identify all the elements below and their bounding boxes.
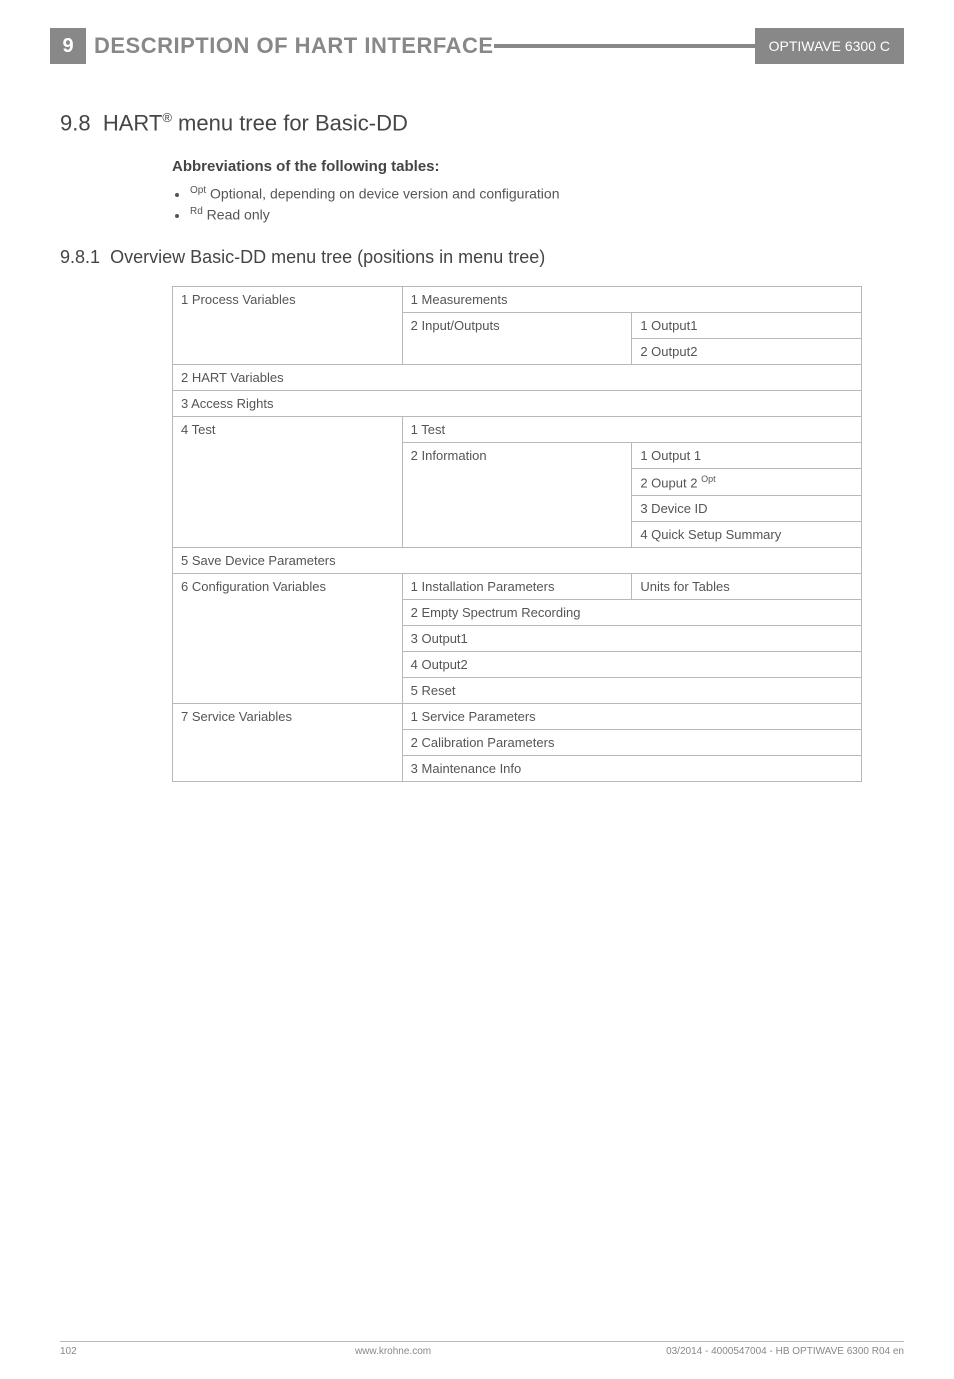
table-cell: Units for Tables <box>632 573 862 599</box>
table-cell: 2 Input/Outputs <box>402 312 632 364</box>
header-rule <box>494 44 755 48</box>
table-cell: 4 Quick Setup Summary <box>632 521 862 547</box>
table-cell: 1 Test <box>402 416 861 442</box>
table-cell: 2 Ouput 2 Opt <box>632 468 862 495</box>
table-cell: 4 Output2 <box>402 651 861 677</box>
table-cell: 1 Process Variables <box>173 286 403 364</box>
table-cell: 1 Installation Parameters <box>402 573 632 599</box>
section-title-prefix: HART <box>103 110 163 135</box>
section-number-box: 9 <box>50 28 86 64</box>
registered-mark: ® <box>162 110 172 125</box>
table-cell: 6 Configuration Variables <box>173 573 403 703</box>
section-heading: 9.8 HART® menu tree for Basic-DD <box>60 110 894 136</box>
table-row: 1 Process Variables 1 Measurements <box>173 286 862 312</box>
footer-page-number: 102 <box>60 1346 120 1357</box>
section-number: 9.8 <box>60 110 91 135</box>
subsection-heading: 9.8.1 Overview Basic-DD menu tree (posit… <box>60 247 894 268</box>
table-cell: 2 Information <box>402 442 632 547</box>
cell-text: 2 Ouput 2 <box>640 475 701 490</box>
table-cell: 2 HART Variables <box>173 364 862 390</box>
table-cell: 5 Save Device Parameters <box>173 547 862 573</box>
subsection-number: 9.8.1 <box>60 247 100 267</box>
list-item: Opt Optional, depending on device versio… <box>190 185 894 202</box>
table-cell: 3 Maintenance Info <box>402 755 861 781</box>
table-cell: 1 Output 1 <box>632 442 862 468</box>
section-title-suffix: menu tree for Basic-DD <box>178 110 408 135</box>
table-cell: 2 Empty Spectrum Recording <box>402 599 861 625</box>
header-title-text: DESCRIPTION OF HART INTERFACE <box>94 33 494 59</box>
table-cell: 3 Access Rights <box>173 390 862 416</box>
abbrev-text: Optional, depending on device version an… <box>206 186 559 202</box>
table-row: 6 Configuration Variables 1 Installation… <box>173 573 862 599</box>
table-cell: 7 Service Variables <box>173 703 403 781</box>
abbreviations-heading: Abbreviations of the following tables: <box>172 158 894 175</box>
table-cell: 3 Device ID <box>632 495 862 521</box>
list-item: Rd Read only <box>190 206 894 223</box>
footer-url: www.krohne.com <box>120 1346 666 1357</box>
table-cell: 4 Test <box>173 416 403 547</box>
page-header: 9 DESCRIPTION OF HART INTERFACE OPTIWAVE… <box>50 28 904 64</box>
table-row: 4 Test 1 Test <box>173 416 862 442</box>
table-cell: 2 Calibration Parameters <box>402 729 861 755</box>
table-cell: 5 Reset <box>402 677 861 703</box>
subsection-title: Overview Basic-DD menu tree (positions i… <box>110 247 545 267</box>
table-cell: 1 Output1 <box>632 312 862 338</box>
abbrev-sup: Opt <box>190 185 206 196</box>
footer-docref: 03/2014 - 4000547004 - HB OPTIWAVE 6300 … <box>666 1346 904 1357</box>
abbrev-sup: Rd <box>190 206 203 217</box>
menu-tree-table: 1 Process Variables 1 Measurements 2 Inp… <box>172 286 862 782</box>
header-product: OPTIWAVE 6300 C <box>755 28 904 64</box>
table-cell: 3 Output1 <box>402 625 861 651</box>
page-footer: 102 www.krohne.com 03/2014 - 4000547004 … <box>60 1341 904 1357</box>
table-row: 3 Access Rights <box>173 390 862 416</box>
cell-sup: Opt <box>701 474 716 484</box>
table-cell: 1 Service Parameters <box>402 703 861 729</box>
table-row: 5 Save Device Parameters <box>173 547 862 573</box>
table-cell: 2 Output2 <box>632 338 862 364</box>
table-row: 2 HART Variables <box>173 364 862 390</box>
table-cell: 1 Measurements <box>402 286 861 312</box>
abbrev-text: Read only <box>203 207 270 223</box>
abbreviations-list: Opt Optional, depending on device versio… <box>172 185 894 222</box>
header-title: DESCRIPTION OF HART INTERFACE <box>86 28 755 64</box>
table-row: 7 Service Variables 1 Service Parameters <box>173 703 862 729</box>
